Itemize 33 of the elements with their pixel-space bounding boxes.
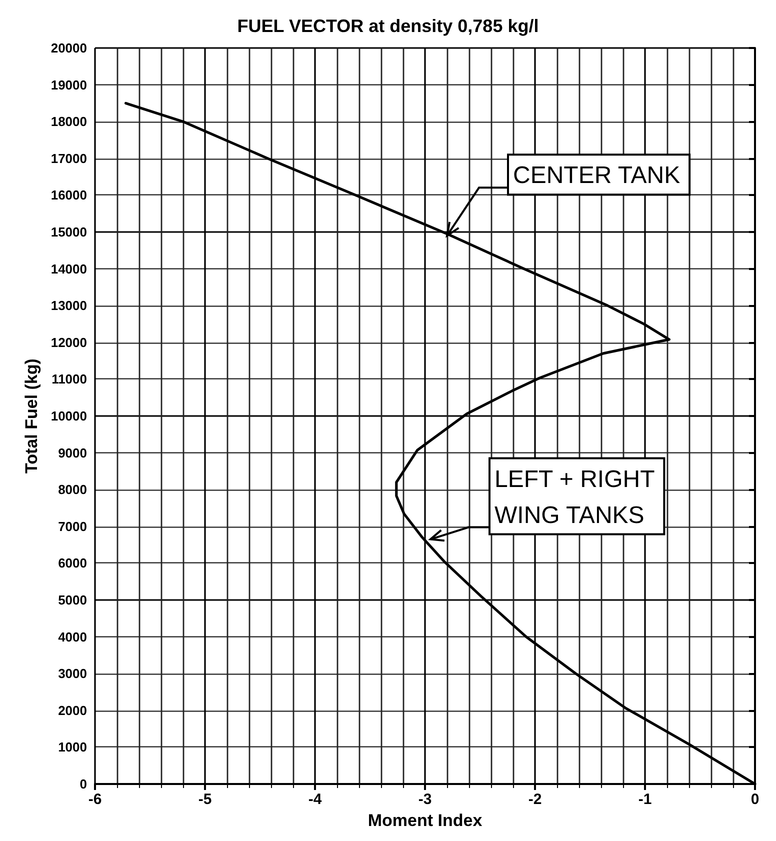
annotation: CENTER TANK [513, 162, 680, 190]
y-tick-label: 8000 [58, 482, 87, 498]
y-tick-label: 1000 [58, 740, 87, 755]
x-tick-label: -3 [418, 791, 432, 808]
x-tick-label: -4 [308, 791, 322, 808]
y-tick-label: 20000 [50, 40, 87, 56]
y-tick-label: 17000 [50, 150, 87, 166]
y-tick-label: 6000 [58, 556, 87, 571]
x-tick-label: -1 [638, 791, 652, 808]
y-tick-label: 3000 [58, 666, 87, 682]
y-axis-title: Total Fuel (kg) [22, 358, 41, 474]
y-tick-label: 7000 [58, 518, 87, 534]
y-tick-label: 5000 [58, 592, 87, 608]
y-tick-label: 10000 [50, 408, 87, 424]
y-tick-label: 12000 [50, 334, 87, 350]
chart-title: FUEL VECTOR at density 0,785 kg/l [237, 16, 539, 36]
y-tick-label: 18000 [50, 114, 87, 130]
x-tick-label: -2 [528, 791, 542, 808]
x-tick-label: -5 [198, 791, 212, 808]
y-tick-label: 16000 [50, 188, 87, 203]
y-tick-label: 19000 [50, 77, 87, 92]
y-tick-label: 13000 [50, 298, 87, 314]
y-tick-label: 4000 [58, 629, 87, 644]
annotation: LEFT + RIGHT WING TANKS [494, 466, 656, 529]
x-axis-title: Moment Index [368, 810, 483, 830]
y-tick-label: 9000 [58, 445, 87, 460]
x-tick-label: 0 [750, 791, 760, 808]
y-tick-label: 2000 [58, 702, 87, 718]
y-tick-label: 11000 [52, 372, 87, 387]
x-tick-label: -6 [88, 791, 102, 808]
y-tick-label: 14000 [50, 261, 87, 276]
y-tick-label: 0 [80, 776, 87, 792]
y-tick-label: 15000 [50, 224, 87, 240]
